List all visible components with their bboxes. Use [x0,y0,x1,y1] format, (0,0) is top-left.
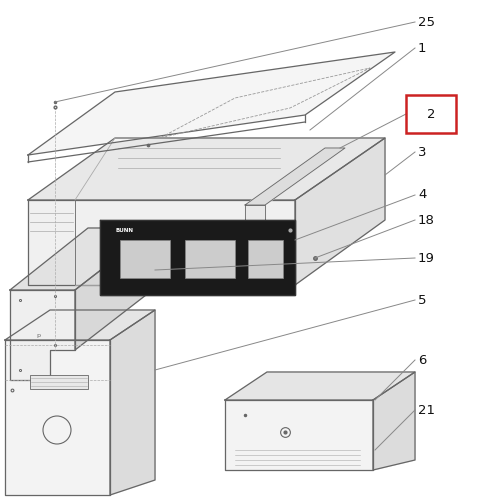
Polygon shape [295,138,385,285]
Text: 2: 2 [427,108,435,120]
Bar [185,240,235,278]
Polygon shape [5,340,110,495]
Text: 1: 1 [418,42,426,54]
Polygon shape [10,228,155,290]
Polygon shape [245,148,345,205]
Text: 19: 19 [418,252,435,264]
Bar [120,240,170,278]
Bar [248,240,283,278]
Text: 18: 18 [418,214,435,226]
Polygon shape [75,228,155,350]
Polygon shape [28,200,295,285]
Bar [406,95,456,133]
Polygon shape [5,310,155,340]
Polygon shape [225,372,415,400]
Polygon shape [100,220,295,295]
Polygon shape [28,52,395,155]
Polygon shape [110,310,155,495]
Polygon shape [10,290,75,380]
Text: 5: 5 [418,294,426,306]
Text: BUNN: BUNN [115,228,133,233]
Text: 25: 25 [418,16,435,28]
Polygon shape [225,400,373,470]
Text: 3: 3 [418,146,426,158]
Text: 4: 4 [418,188,426,202]
Polygon shape [373,372,415,470]
Bar [30,375,88,389]
Polygon shape [28,138,385,200]
Text: 21: 21 [418,404,435,416]
Polygon shape [245,205,265,285]
Text: 6: 6 [418,354,426,366]
Text: p: p [36,332,40,338]
